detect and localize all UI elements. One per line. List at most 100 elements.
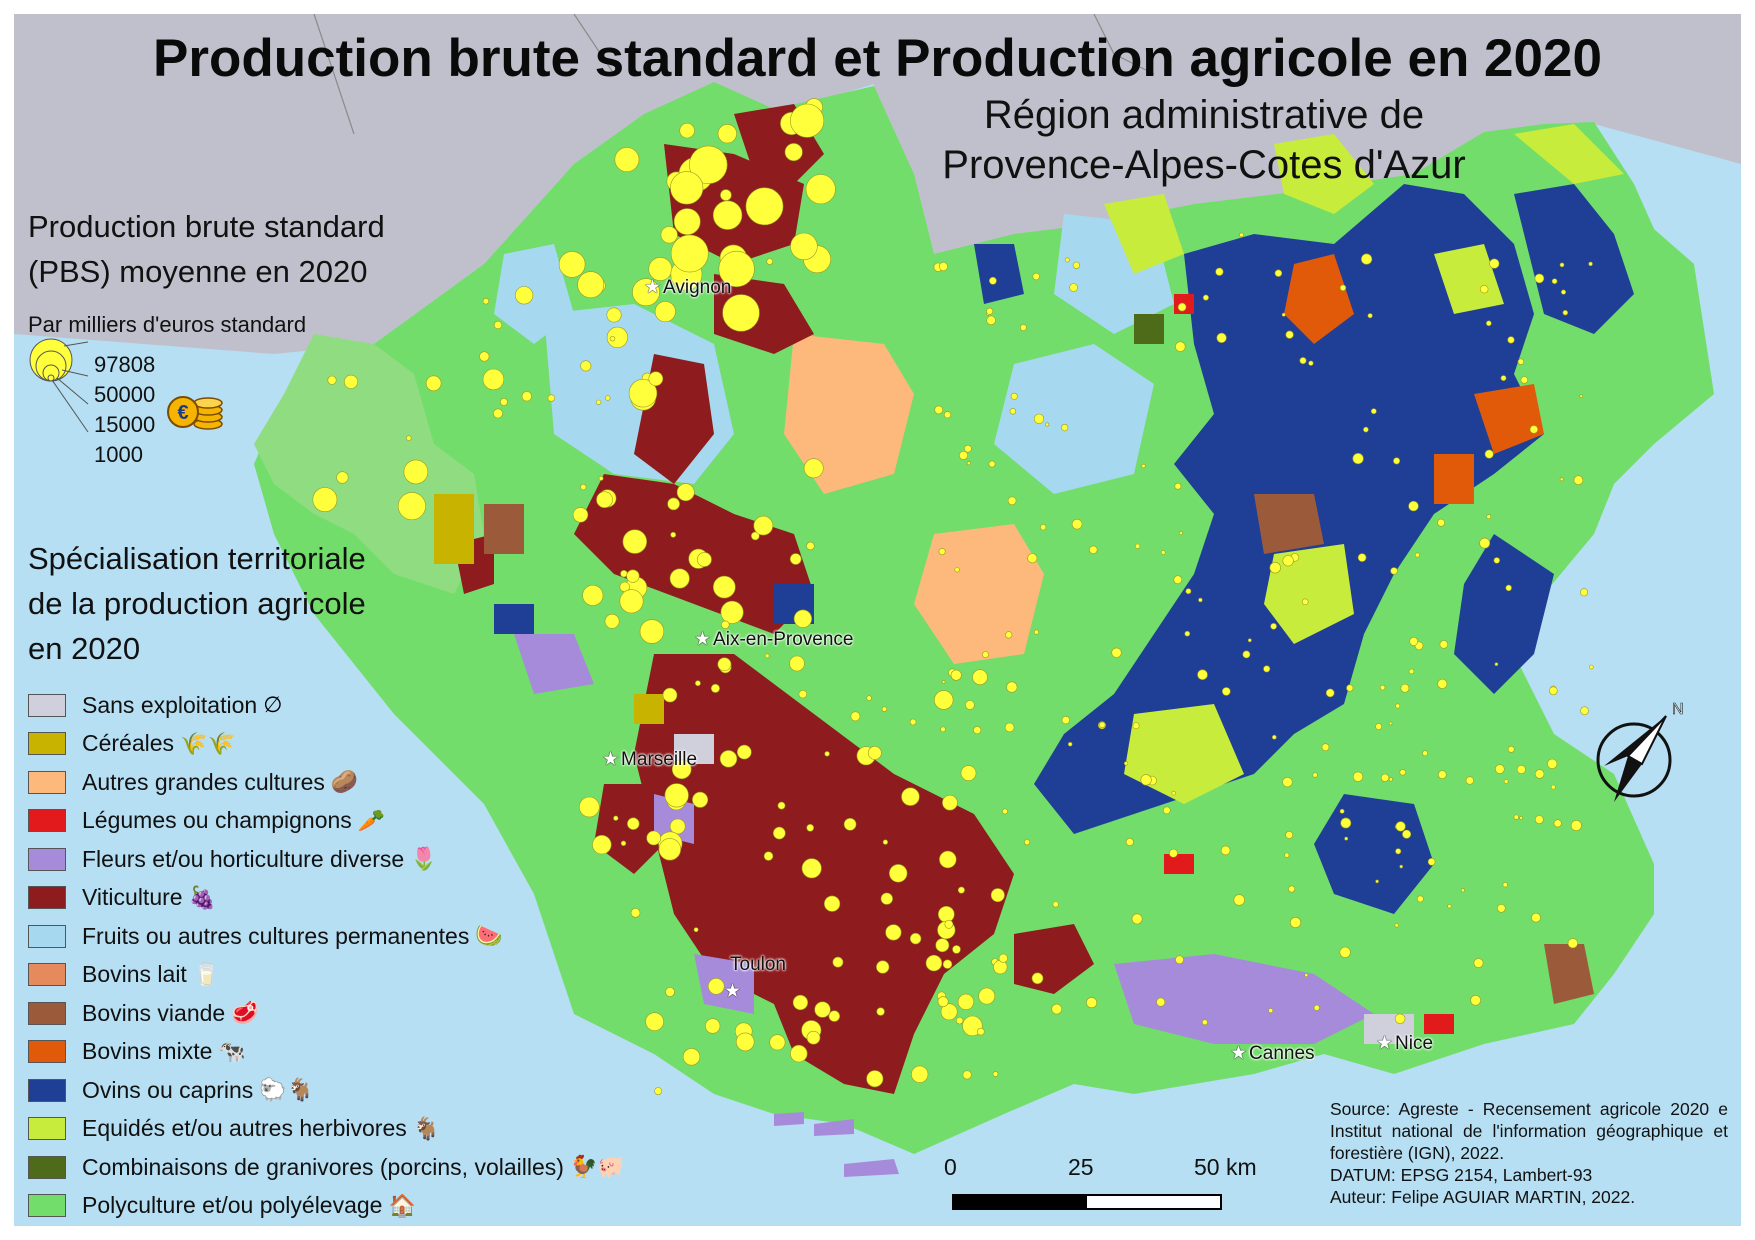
legend-item: Equidés et/ou autres herbivores 🐐 xyxy=(28,1110,625,1149)
pbs-circle xyxy=(986,307,994,315)
map-title: Production brute standard et Production … xyxy=(153,29,1602,88)
legend-label: Céréales xyxy=(82,730,175,757)
pbs-circle xyxy=(1269,561,1281,574)
pbs-circle xyxy=(722,294,760,332)
spec-legend-list: Sans exploitation ∅ Céréales 🌾🌾 Autres gra… xyxy=(28,686,625,1225)
legend-swatch xyxy=(28,1078,66,1102)
legend-label: Sans exploitation xyxy=(82,691,258,718)
pbs-circle xyxy=(582,584,604,606)
pbs-circle xyxy=(1531,912,1541,923)
pbs-circle xyxy=(1239,232,1244,238)
legend-item: Bovins lait 🥛 xyxy=(28,956,625,995)
pbs-circle xyxy=(692,791,709,808)
pbs-circle xyxy=(705,1018,721,1034)
pbs-circle xyxy=(670,234,709,273)
pbs-circle xyxy=(1479,537,1491,549)
pbs-circle xyxy=(1503,779,1509,784)
pbs-circle xyxy=(965,700,975,710)
pbs-circle xyxy=(1125,837,1134,846)
pbs-circle xyxy=(1339,808,1345,814)
chicken-pig-icon: 🐓🐖 xyxy=(569,1154,625,1180)
pbs-circle xyxy=(1004,722,1015,733)
pbs-circle xyxy=(1567,938,1578,949)
pbs-circle xyxy=(982,651,989,658)
legend-swatch xyxy=(28,693,66,717)
pbs-circle xyxy=(1559,262,1565,268)
legend-label: Polyculture et/ou polyélevage xyxy=(82,1192,383,1219)
pbs-title-line2: (PBS) moyenne en 2020 xyxy=(28,254,368,289)
pbs-circle xyxy=(1427,857,1436,866)
pbs-circle xyxy=(679,122,695,139)
pbs-circle xyxy=(1402,829,1412,839)
pbs-circle xyxy=(1367,313,1373,319)
ovins-east-2 xyxy=(1454,534,1554,694)
camargue-area xyxy=(254,334,484,594)
pbs-circle xyxy=(693,927,699,933)
legend-swatch xyxy=(28,809,66,833)
pbs-circle xyxy=(682,1048,701,1066)
pbs-circle xyxy=(609,336,616,342)
pbs-circle xyxy=(1549,686,1558,696)
pbs-circle xyxy=(1007,496,1017,506)
pbs-circle xyxy=(1173,575,1183,585)
subtitle-line1: Région administrative de xyxy=(983,93,1425,137)
north-arrow-icon: N xyxy=(1596,702,1684,802)
pbs-circle xyxy=(978,987,996,1005)
star-icon: ★ xyxy=(644,277,662,298)
pbs-circle xyxy=(1416,895,1424,903)
pbs-circle xyxy=(950,669,962,681)
pbs-circle xyxy=(1380,773,1390,782)
pbs-circle xyxy=(1547,758,1558,769)
pbs-circle xyxy=(1220,845,1231,856)
pbs-circle xyxy=(798,689,807,699)
bovins-mixte-1 xyxy=(1284,254,1354,344)
source-credits: Source: Agreste - Recensement agricole 2… xyxy=(1330,1098,1728,1208)
pbs-value-3: 15000 xyxy=(94,412,156,437)
pbs-circle xyxy=(1177,302,1187,312)
pbs-circle xyxy=(1360,253,1373,265)
pbs-circle xyxy=(1534,769,1545,779)
pbs-circle xyxy=(580,360,592,372)
pbs-circle xyxy=(955,1016,964,1025)
pbs-circle xyxy=(1388,721,1393,726)
vegetables-soil-icon: 🥔 xyxy=(330,769,359,795)
pbs-circle xyxy=(866,1070,884,1088)
star-icon: ★ xyxy=(1230,1043,1248,1064)
star-icon: ★ xyxy=(694,629,712,650)
pbs-circle xyxy=(1363,426,1369,433)
pbs-circle xyxy=(1344,836,1349,841)
pbs-circle xyxy=(1513,814,1519,820)
milk-bottle-icon: 🥛 xyxy=(192,961,221,987)
pbs-circle xyxy=(1020,324,1027,331)
pbs-circle xyxy=(619,589,644,614)
legend-label: Bovins mixte xyxy=(82,1038,213,1065)
pbs-circle xyxy=(1040,524,1047,531)
pbs-circle xyxy=(572,507,589,523)
pbs-circle xyxy=(935,938,950,953)
pbs-circle xyxy=(1140,774,1152,786)
pbs-circle xyxy=(1086,997,1098,1009)
pbs-circle xyxy=(336,471,349,484)
pbs-circle xyxy=(425,375,442,392)
legend-swatch xyxy=(28,924,66,948)
pbs-circle xyxy=(1215,267,1224,276)
pbs-circle xyxy=(1325,688,1335,698)
pbs-circle xyxy=(1299,357,1307,365)
pbs-circle xyxy=(1352,453,1364,465)
pbs-circle xyxy=(1395,848,1402,855)
pbs-circle xyxy=(1561,289,1567,295)
pbs-circle xyxy=(592,834,612,855)
pbs-circle xyxy=(718,250,755,288)
city-name: Toulon xyxy=(730,954,786,975)
pbs-circle xyxy=(710,683,720,693)
cow-icon: 🐄 xyxy=(218,1038,246,1064)
pbs-circle xyxy=(1132,722,1140,730)
legend-swatch xyxy=(28,1001,66,1025)
pbs-circle xyxy=(1495,764,1505,774)
pbs-circle xyxy=(1379,684,1386,691)
pbs-circle xyxy=(717,124,737,144)
city-label-cannes: ★ Cannes xyxy=(1230,1042,1315,1065)
sheep-goat-icon: 🐑🐐 xyxy=(259,1077,315,1103)
pbs-title-line1: Production brute standard xyxy=(28,209,385,244)
pbs-circle xyxy=(1141,463,1146,469)
